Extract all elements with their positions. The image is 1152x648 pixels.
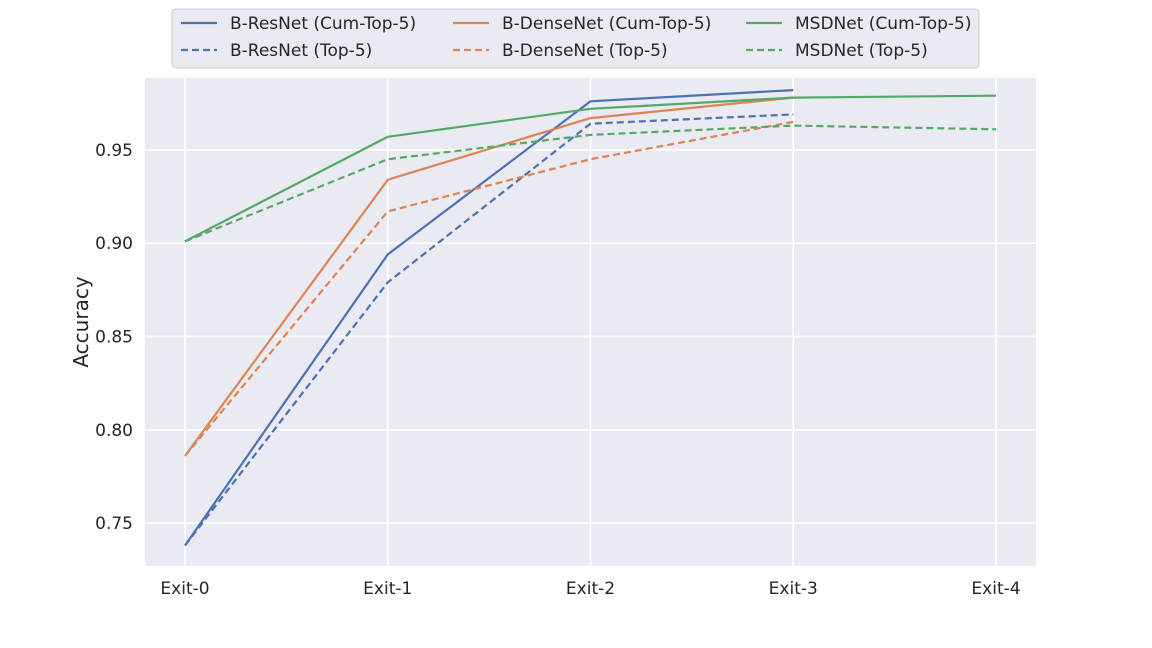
legend: B-ResNet (Cum-Top-5) B-DenseNet (Cum-Top-… bbox=[171, 8, 980, 69]
x-tick-labels: Exit-0 Exit-1 Exit-2 Exit-3 Exit-4 bbox=[160, 579, 1020, 599]
legend-label: MSDNet (Top-5) bbox=[795, 41, 928, 61]
series-line-msdnet-cum-top-5 bbox=[184, 94, 997, 243]
legend-label: B-DenseNet (Cum-Top-5) bbox=[502, 14, 711, 34]
y-axis-label: Accuracy bbox=[69, 276, 93, 367]
grid-lines bbox=[145, 78, 1036, 566]
y-tick-label: 0.90 bbox=[95, 234, 133, 254]
x-tick-label: Exit-0 bbox=[160, 579, 209, 599]
legend-label: MSDNet (Cum-Top-5) bbox=[795, 14, 971, 34]
y-tick-label: 0.85 bbox=[95, 327, 133, 347]
x-tick-label: Exit-2 bbox=[566, 579, 615, 599]
x-tick-label: Exit-1 bbox=[363, 579, 412, 599]
y-tick-label: 0.75 bbox=[95, 514, 133, 534]
x-tick-label: Exit-4 bbox=[971, 579, 1020, 599]
series-line-b-densenet-cum-top-5 bbox=[184, 96, 794, 457]
legend-label: B-ResNet (Top-5) bbox=[230, 41, 372, 61]
series-line-b-densenet-top-5 bbox=[184, 120, 794, 457]
legend-label: B-ResNet (Cum-Top-5) bbox=[230, 14, 416, 34]
series-line-b-resnet-top-5 bbox=[184, 113, 794, 547]
y-tick-label: 0.80 bbox=[95, 421, 133, 441]
series-line-b-resnet-cum-top-5 bbox=[184, 89, 794, 547]
legend-label: B-DenseNet (Top-5) bbox=[502, 41, 668, 61]
y-tick-label: 0.95 bbox=[95, 141, 133, 161]
series-line-msdnet-top-5 bbox=[184, 124, 997, 243]
y-tick-labels: 0.75 0.80 0.85 0.90 0.95 bbox=[95, 141, 133, 534]
series-lines bbox=[184, 89, 997, 547]
x-tick-label: Exit-3 bbox=[769, 579, 818, 599]
